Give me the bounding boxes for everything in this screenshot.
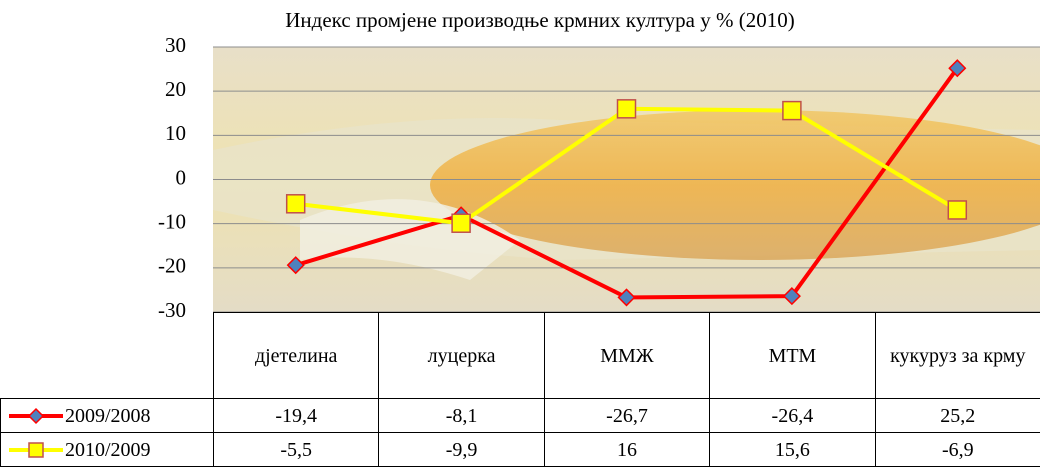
marker <box>451 213 471 233</box>
table-header: ММЖ <box>543 312 711 399</box>
marker <box>948 59 967 78</box>
marker <box>28 441 44 458</box>
y-tick-label: 0 <box>176 165 187 189</box>
table-value: 15,6 <box>709 432 876 467</box>
marker <box>286 256 305 275</box>
table-value: -8,1 <box>378 398 545 433</box>
y-tick-label: 10 <box>165 121 186 145</box>
y-tick-label: -20 <box>158 254 186 278</box>
table-value: -9,9 <box>378 432 545 467</box>
y-tick-label: -10 <box>158 209 186 233</box>
y-tick-label: -30 <box>158 298 186 322</box>
table-header: дјетелина <box>213 312 380 399</box>
table-value: -19,4 <box>213 398 380 433</box>
legend-icon <box>9 407 63 424</box>
table-value: -6,9 <box>874 432 1040 467</box>
legend-label: 2010/2009 <box>65 438 151 461</box>
marker <box>782 287 801 306</box>
legend-cell: 2010/2009 <box>0 432 214 467</box>
table-header: луцерка <box>378 312 545 399</box>
legend-icon <box>9 441 63 458</box>
table-value: 25,2 <box>874 398 1040 433</box>
marker <box>27 407 45 424</box>
marker <box>616 99 637 119</box>
y-tick-label: 30 <box>165 33 186 57</box>
table-header: МТМ <box>709 312 876 399</box>
legend-cell: 2009/2008 <box>0 398 214 433</box>
marker <box>617 288 636 307</box>
table-value: -26,7 <box>543 398 711 433</box>
table-header: кукуруз за крму <box>874 312 1040 399</box>
table-value: -26,4 <box>709 398 876 433</box>
marker <box>947 200 968 220</box>
legend-label: 2009/2008 <box>65 404 151 427</box>
chart-title: Индекс промјене производње крмних култур… <box>285 8 794 32</box>
table-value: -5,5 <box>213 432 380 467</box>
corn-cob <box>430 110 1040 260</box>
marker <box>285 194 306 214</box>
table-value: 16 <box>543 432 711 467</box>
marker <box>782 100 802 121</box>
y-tick-label: 20 <box>165 77 186 101</box>
